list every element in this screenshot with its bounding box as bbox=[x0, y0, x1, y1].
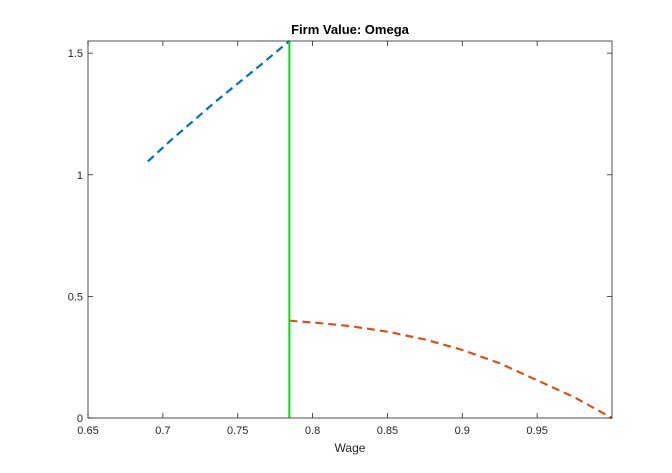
x-tick-label: 0.85 bbox=[377, 425, 398, 437]
x-tick-label: 0.95 bbox=[526, 425, 547, 437]
axes-box bbox=[87, 40, 613, 419]
x-tick-label: 0.65 bbox=[77, 425, 98, 437]
series-line-blue bbox=[147, 40, 291, 163]
series-line-orange bbox=[289, 319, 613, 419]
plot-area bbox=[88, 41, 612, 418]
y-tick-label: 0 bbox=[77, 413, 83, 425]
series-layer bbox=[147, 40, 613, 419]
x-tick-label: 0.9 bbox=[455, 425, 470, 437]
y-tick-label: 1.5 bbox=[68, 48, 83, 60]
x-tick-label: 0.7 bbox=[155, 425, 170, 437]
x-tick-label: 0.75 bbox=[227, 425, 248, 437]
x-tick-label: 0.8 bbox=[305, 425, 320, 437]
chart-title: Firm Value: Omega bbox=[291, 22, 410, 37]
tick-layer: 0.65 0.7 0.75 0.8 0.85 0.9 0.95 0 0.5 1 1.5 bbox=[68, 41, 612, 437]
y-tick-label: 0.5 bbox=[68, 291, 83, 303]
x-axis-label: Wage bbox=[335, 441, 366, 455]
y-tick-label: 1 bbox=[77, 170, 83, 182]
